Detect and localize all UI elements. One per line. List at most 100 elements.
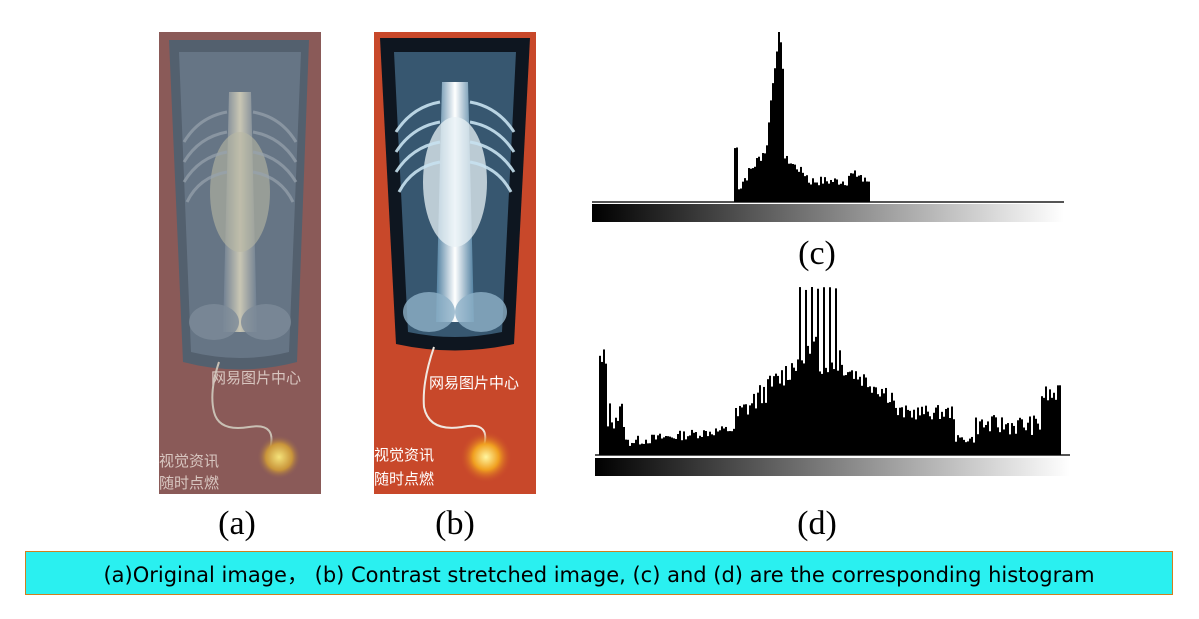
histogram-bar bbox=[1007, 423, 1009, 455]
histogram-bar bbox=[1027, 422, 1029, 455]
histogram-bar bbox=[743, 404, 745, 455]
histogram-bar bbox=[829, 287, 831, 455]
histogram-bar bbox=[847, 372, 849, 455]
histogram-bar bbox=[787, 379, 789, 455]
histogram-bar bbox=[785, 366, 787, 455]
histogram-bar bbox=[703, 430, 705, 455]
histogram-bar bbox=[834, 178, 836, 202]
histogram-bar bbox=[943, 416, 945, 455]
histogram-bar bbox=[671, 437, 673, 455]
histogram-bar bbox=[852, 173, 854, 202]
histogram-bar bbox=[969, 438, 971, 455]
histogram-bar bbox=[1017, 420, 1019, 455]
watermark-title: 网易图片中心 bbox=[211, 369, 302, 387]
caption-text: (a)Original image， (b) Contrast stretche… bbox=[103, 563, 1095, 587]
histogram-bar bbox=[673, 438, 675, 455]
histogram-bar bbox=[807, 345, 809, 455]
histogram-bar bbox=[821, 373, 823, 455]
histogram-bar bbox=[1043, 397, 1045, 455]
stretched-image: 网易图片中心 视觉资讯 随时点燃 bbox=[374, 32, 536, 494]
histogram-bar bbox=[913, 409, 915, 455]
histogram-bar bbox=[767, 379, 769, 455]
watermark-line-2: 视觉资讯 bbox=[159, 452, 220, 470]
histogram-bar bbox=[925, 405, 927, 455]
histogram-bar bbox=[1009, 434, 1011, 455]
histogram-bar bbox=[599, 355, 601, 455]
histogram-bar bbox=[1049, 389, 1051, 455]
histogram-bar bbox=[828, 183, 830, 202]
histogram-bar bbox=[917, 407, 919, 455]
histogram-bar bbox=[786, 155, 788, 202]
histogram-bar bbox=[937, 405, 939, 455]
histogram-bar bbox=[868, 181, 870, 202]
histogram-stretched bbox=[595, 285, 1070, 480]
histogram-bar bbox=[613, 428, 615, 455]
histogram-bar bbox=[663, 437, 665, 455]
histogram-bar bbox=[697, 438, 699, 455]
histogram-bar bbox=[721, 426, 723, 455]
histogram-bar bbox=[825, 367, 827, 455]
histogram-bar bbox=[865, 377, 867, 455]
histogram-bar bbox=[705, 430, 707, 455]
histogram-bar bbox=[927, 411, 929, 455]
histogram-bar bbox=[891, 392, 893, 455]
histogram-bar bbox=[1031, 434, 1033, 455]
histogram-bar bbox=[979, 421, 981, 455]
histogram-bar bbox=[909, 410, 911, 455]
histogram-bar bbox=[1057, 385, 1059, 455]
histogram-bar bbox=[818, 185, 820, 202]
histogram-bar bbox=[975, 417, 977, 455]
histogram-bar bbox=[1015, 433, 1017, 455]
histogram-bar bbox=[842, 181, 844, 202]
histogram-bar bbox=[801, 360, 803, 455]
histogram-bar bbox=[1005, 424, 1007, 455]
histogram-bar bbox=[731, 431, 733, 455]
watermark-title: 网易图片中心 bbox=[429, 374, 520, 392]
histogram-bar bbox=[734, 148, 736, 202]
histogram-bar bbox=[1037, 423, 1039, 455]
histogram-bar bbox=[866, 181, 868, 202]
histogram-bar bbox=[799, 287, 801, 455]
histogram-bar bbox=[770, 100, 772, 202]
histogram-bar bbox=[665, 436, 667, 455]
histogram-bar bbox=[707, 436, 709, 455]
histogram-bar bbox=[639, 444, 641, 455]
histogram-bar bbox=[701, 436, 703, 455]
histogram-bar bbox=[768, 122, 770, 202]
histogram-bar bbox=[812, 178, 814, 202]
histogram-bar bbox=[685, 439, 687, 455]
histogram-bar bbox=[983, 427, 985, 455]
histogram-bar bbox=[776, 51, 778, 203]
histogram-bar bbox=[762, 153, 764, 202]
histogram-bar bbox=[921, 406, 923, 455]
histogram-bar bbox=[645, 439, 647, 455]
histogram-bar bbox=[764, 153, 766, 202]
histogram-bar bbox=[749, 405, 751, 455]
histogram-bar bbox=[1035, 418, 1037, 455]
histogram-bar bbox=[817, 288, 819, 455]
histogram-bar bbox=[798, 171, 800, 202]
histogram-bar bbox=[923, 414, 925, 455]
histogram-bar bbox=[899, 407, 901, 455]
histogram-bar bbox=[987, 421, 989, 455]
histogram-bar bbox=[855, 371, 857, 455]
histogram-bar bbox=[879, 396, 881, 455]
histogram-bar bbox=[883, 393, 885, 455]
histogram-bar bbox=[911, 417, 913, 455]
histogram-bar bbox=[797, 359, 799, 455]
histogram-bar bbox=[805, 289, 807, 455]
histogram-bar bbox=[995, 417, 997, 455]
histogram-bar bbox=[901, 407, 903, 455]
histogram-bar bbox=[971, 436, 973, 455]
histogram-bar bbox=[746, 180, 748, 202]
histogram-bar bbox=[985, 424, 987, 455]
histogram-bar bbox=[737, 416, 739, 455]
histogram-bar bbox=[1021, 419, 1023, 455]
histogram-bar bbox=[863, 374, 865, 455]
histogram-bar bbox=[631, 442, 633, 455]
histogram-bar bbox=[766, 145, 768, 202]
histogram-bar bbox=[832, 181, 834, 202]
histogram-bar bbox=[806, 175, 808, 202]
histogram-stretched-graphic bbox=[595, 287, 1070, 476]
histogram-bar bbox=[895, 407, 897, 455]
